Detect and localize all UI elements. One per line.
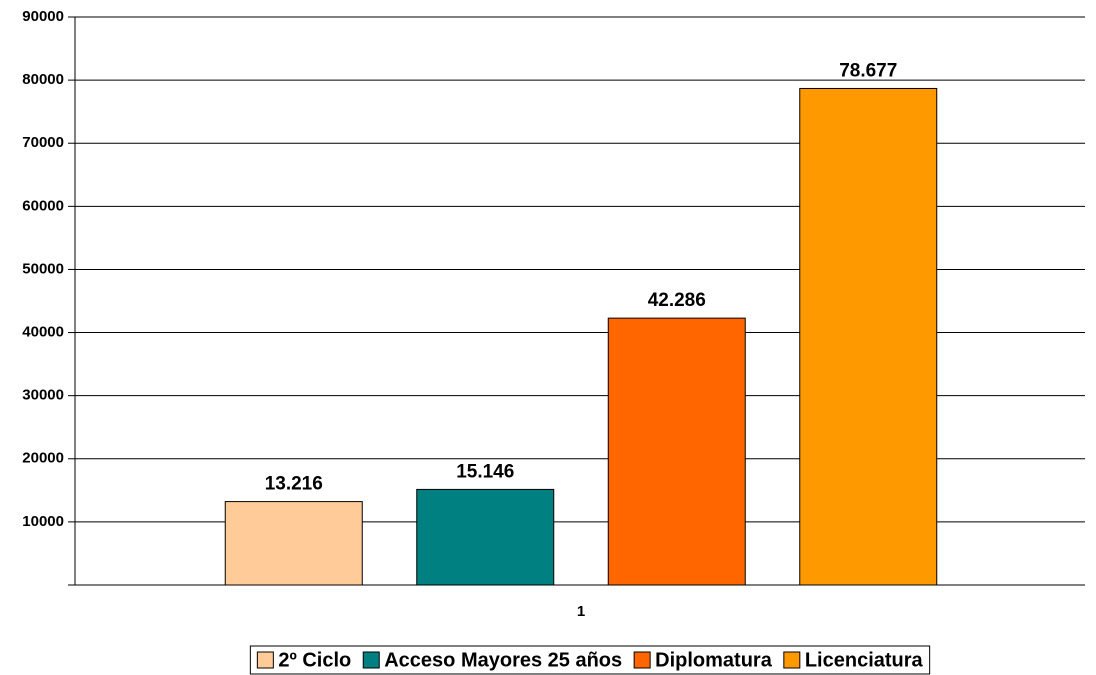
legend-swatch	[256, 651, 274, 669]
bar	[224, 501, 363, 586]
y-tick-label: 20000	[22, 450, 64, 467]
legend-label: Acceso Mayores 25 años	[384, 649, 622, 671]
y-tick-label: 90000	[22, 8, 64, 25]
y-tick-label: 40000	[22, 324, 64, 341]
y-tick-label: 60000	[22, 197, 64, 214]
data-label: 42.286	[648, 290, 706, 311]
y-tick-label: 70000	[22, 134, 64, 151]
bar	[799, 87, 938, 586]
x-tick-label: 1	[577, 603, 585, 620]
legend-swatch	[783, 651, 801, 669]
y-tick-label: 80000	[22, 71, 64, 88]
legend-swatch	[362, 651, 380, 669]
data-label: 15.146	[456, 461, 514, 482]
bar	[607, 317, 746, 586]
legend-label: Licenciatura	[805, 649, 924, 671]
legend-label: 2º Ciclo	[278, 649, 351, 671]
data-label: 78.677	[839, 60, 897, 81]
data-label: 13.216	[265, 474, 323, 495]
y-tick-label: 50000	[22, 260, 64, 277]
y-tick-label: 10000	[22, 513, 64, 530]
y-tick-label: 30000	[22, 387, 64, 404]
legend-box	[249, 645, 931, 675]
bar	[416, 488, 555, 586]
legend-swatch	[633, 651, 651, 669]
legend-label: Diplomatura	[655, 649, 773, 671]
